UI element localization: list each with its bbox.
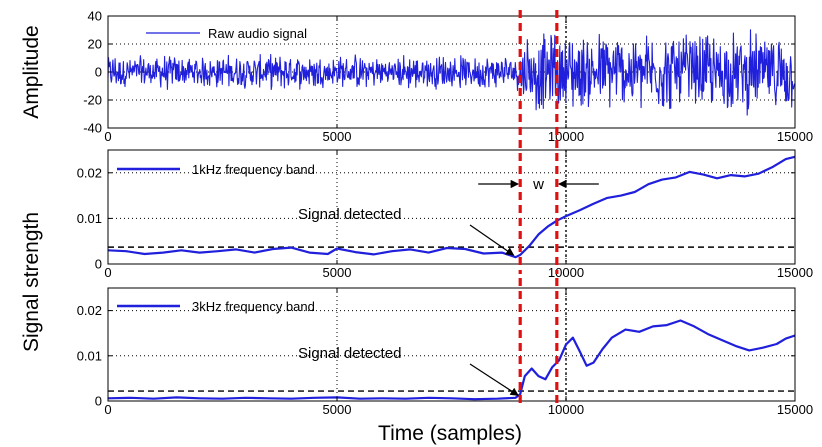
x-tick-label: 5000 bbox=[323, 129, 352, 144]
y-tick-label: 0.01 bbox=[77, 348, 102, 363]
legend: Raw audio signal bbox=[146, 26, 307, 41]
series-line bbox=[107, 319, 796, 401]
panel-3khz: 0 5000 10000 15000 0 0.01 0.02 3kHz frequency … bbox=[77, 278, 813, 417]
y-tick-label: 0.01 bbox=[77, 211, 102, 226]
x-tick-label: 10000 bbox=[548, 265, 584, 280]
x-tick-label: 10000 bbox=[548, 129, 584, 144]
annotation-signal-detected: Signal detected bbox=[298, 345, 519, 396]
legend-label: 3kHz frequency band bbox=[192, 299, 315, 314]
legend: 1kHz frequency band bbox=[117, 162, 315, 177]
x-tick-label: 0 bbox=[104, 129, 111, 144]
legend-label: Raw audio signal bbox=[208, 26, 307, 41]
x-tick-label: 10000 bbox=[548, 402, 584, 417]
x-axis-label: Time (samples) bbox=[378, 422, 522, 445]
y-tick-label: 0 bbox=[95, 394, 102, 409]
plot-frame bbox=[107, 149, 796, 265]
y-tick-label: 40 bbox=[88, 9, 102, 24]
annotation-arrow bbox=[469, 363, 519, 396]
series-line bbox=[107, 155, 796, 259]
x-tick-label: 5000 bbox=[323, 265, 352, 280]
annotation-text: Signal detected bbox=[298, 206, 401, 223]
y-tick-label: 0 bbox=[95, 65, 102, 80]
panel-raw-audio: 0 5000 10000 15000 -40 -20 0 20 40 Raw audio sig… bbox=[83, 9, 813, 145]
y-tick-label: 0.02 bbox=[77, 303, 102, 318]
x-tick-label: 15000 bbox=[777, 265, 813, 280]
x-tick-label: 15000 bbox=[777, 129, 813, 144]
x-tick-label: 0 bbox=[104, 402, 111, 417]
x-tick-label: 0 bbox=[104, 265, 111, 280]
y-tick-label: -40 bbox=[83, 121, 102, 136]
plot-frame bbox=[107, 287, 796, 402]
annotation-arrow bbox=[469, 224, 515, 256]
legend: 3kHz frequency band bbox=[117, 299, 315, 314]
series-line bbox=[107, 29, 796, 116]
y-tick-label: -20 bbox=[83, 93, 102, 108]
plot-frame bbox=[107, 15, 796, 129]
annotation-signal-detected: Signal detected bbox=[298, 206, 515, 256]
x-tick-label: 5000 bbox=[323, 402, 352, 417]
annotation-window-width: w bbox=[478, 176, 599, 193]
y-axis-label-amplitude: Amplitude bbox=[20, 25, 43, 118]
w-label: w bbox=[532, 176, 544, 193]
y-axis-label-signal-strength: Signal strength bbox=[20, 212, 43, 352]
x-tick-label: 15000 bbox=[777, 402, 813, 417]
y-tick-label: 0 bbox=[95, 257, 102, 272]
y-tick-label: 20 bbox=[88, 37, 102, 52]
annotation-text: Signal detected bbox=[298, 345, 401, 362]
y-tick-label: 0.02 bbox=[77, 165, 102, 180]
legend-label: 1kHz frequency band bbox=[192, 162, 315, 177]
panel-1khz: 0 5000 10000 15000 0 0.01 0.02 1kHz frequency … bbox=[77, 140, 813, 280]
